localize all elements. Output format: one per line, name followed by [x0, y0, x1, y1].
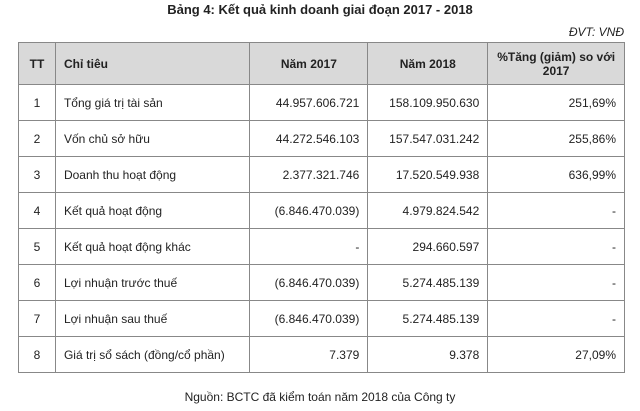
table-cell: 7.379: [249, 336, 369, 373]
table-cell: -: [487, 228, 625, 265]
table-cell: Doanh thu hoạt động: [54, 156, 251, 193]
table-row: 2 Vốn chủ sở hữu 44.272.546.103 157.547.031…: [18, 120, 625, 157]
header-cell: Chỉ tiêu: [54, 42, 251, 85]
table-cell: Lợi nhuận trước thuế: [54, 264, 251, 301]
table-cell: 7: [18, 300, 56, 337]
table-cell: Lợi nhuận sau thuế: [54, 300, 251, 337]
header-cell: %Tăng (giảm) so với 2017: [487, 42, 625, 85]
table-row: 8 Giá trị sổ sách (đồng/cổ phần) 7.379 9.37…: [18, 336, 625, 373]
table-cell: 294.660.597: [367, 228, 489, 265]
table-cell: 44.272.546.103: [249, 120, 369, 157]
table-row: 1 Tổng giá trị tài sản 44.957.606.721 158.1…: [18, 84, 625, 121]
table-cell: 255,86%: [487, 120, 625, 157]
table-cell: 3: [18, 156, 56, 193]
table-cell: -: [249, 228, 369, 265]
table-cell: 2: [18, 120, 56, 157]
table-cell: 44.957.606.721: [249, 84, 369, 121]
header-cell: Năm 2018: [367, 42, 489, 85]
table-row: 6 Lợi nhuận trước thuế (6.846.470.039) 5.27…: [18, 264, 625, 301]
table-cell: 2.377.321.746: [249, 156, 369, 193]
table-cell: 9.378: [367, 336, 489, 373]
table-title: Bảng 4: Kết quả kinh doanh giai đoạn 201…: [167, 2, 473, 17]
source-note: Nguồn: BCTC đã kiểm toán năm 2018 của Cô…: [184, 390, 456, 404]
table-row: 3 Doanh thu hoạt động 2.377.321.746 17.520.…: [18, 156, 625, 193]
table-cell: 5: [18, 228, 56, 265]
table-cell: 6: [18, 264, 56, 301]
header-cell: Năm 2017: [249, 42, 369, 85]
results-table: TT Chỉ tiêu Năm 2017 Năm 2018 %Tăng (giảm) s…: [18, 42, 625, 373]
table-cell: (6.846.470.039): [249, 192, 369, 229]
table-row: 4 Kết quả hoạt động (6.846.470.039) 4.979.8…: [18, 192, 625, 229]
header-cell: TT: [18, 42, 56, 85]
table-cell: 8: [18, 336, 56, 373]
unit-label: ĐVT: VNĐ: [568, 25, 624, 39]
table-cell: 17.520.549.938: [367, 156, 489, 193]
table-cell: -: [487, 300, 625, 337]
table-cell: Kết quả hoạt động: [54, 192, 251, 229]
table-cell: 157.547.031.242: [367, 120, 489, 157]
table-cell: 27,09%: [487, 336, 625, 373]
table-cell: 5.274.485.139: [367, 300, 489, 337]
table-cell: Kết quả hoạt động khác: [54, 228, 251, 265]
table-cell: (6.846.470.039): [249, 264, 369, 301]
table-cell: 1: [18, 84, 56, 121]
table-cell: (6.846.470.039): [249, 300, 369, 337]
table-cell: 5.274.485.139: [367, 264, 489, 301]
table-cell: -: [487, 264, 625, 301]
table-body: 1 Tổng giá trị tài sản 44.957.606.721 158.1…: [18, 84, 625, 373]
table-cell: 4: [18, 192, 56, 229]
table-cell: Vốn chủ sở hữu: [54, 120, 251, 157]
table-row: 7 Lợi nhuận sau thuế (6.846.470.039) 5.274.…: [18, 300, 625, 337]
table-cell: -: [487, 192, 625, 229]
table-cell: Giá trị sổ sách (đồng/cổ phần): [54, 336, 251, 373]
table-cell: Tổng giá trị tài sản: [54, 84, 251, 121]
table-cell: 158.109.950.630: [367, 84, 489, 121]
table-cell: 251,69%: [487, 84, 625, 121]
table-cell: 636,99%: [487, 156, 625, 193]
table-cell: 4.979.824.542: [367, 192, 489, 229]
header-row: TT Chỉ tiêu Năm 2017 Năm 2018 %Tăng (giảm) s…: [18, 42, 625, 85]
table-row: 5 Kết quả hoạt động khác -294.660.597-: [18, 228, 625, 265]
